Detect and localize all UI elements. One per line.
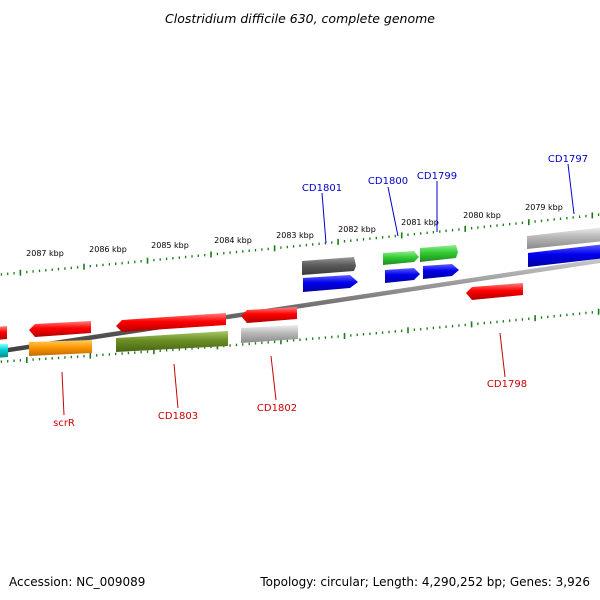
label-cd1798[interactable]: CD1798: [487, 379, 527, 390]
gene-cd1801-region[interactable]: [302, 257, 358, 292]
gene-cd1797[interactable]: [528, 244, 600, 267]
kbp-label-2079: 2079 kbp: [525, 203, 563, 212]
gene-cd1798[interactable]: [466, 283, 523, 300]
kbp-label-2081: 2081 kbp: [401, 218, 439, 227]
leader-cd1803: [173, 363, 179, 409]
gene-cd1799[interactable]: [423, 264, 459, 279]
leader-cd1801: [321, 192, 327, 244]
gene-cd1799-region[interactable]: [420, 245, 459, 279]
gene-box-orange[interactable]: [29, 340, 92, 356]
gene-cd1800-region[interactable]: [383, 251, 420, 283]
leader-cd1797: [567, 163, 575, 215]
label-cd1799[interactable]: CD1799: [417, 171, 457, 182]
kbp-label-2085: 2085 kbp: [151, 241, 189, 250]
gene-box-green-b[interactable]: [420, 245, 458, 262]
gene-cd1802[interactable]: [241, 307, 297, 323]
gene-box-dark-gray[interactable]: [302, 257, 356, 275]
genome-summary-text: Topology: circular; Length: 4,290,252 bp…: [259, 575, 590, 589]
gene-cd1802-region[interactable]: [241, 307, 298, 343]
kbp-label-2080: 2080 kbp: [463, 211, 501, 220]
label-cd1802[interactable]: CD1802: [257, 403, 297, 414]
gene-cd1803-region[interactable]: [116, 313, 228, 352]
gene-cd1800[interactable]: [385, 268, 420, 283]
gene-box-light-gray-left[interactable]: [241, 325, 298, 343]
kbp-label-2083: 2083 kbp: [276, 231, 314, 240]
map-title: Clostridium difficile 630, complete geno…: [165, 11, 435, 26]
gene-cd1801[interactable]: [303, 275, 358, 292]
leader-cd1798: [499, 332, 506, 378]
gene-cd1803[interactable]: [116, 313, 226, 332]
label-cd1797[interactable]: CD1797: [548, 154, 588, 165]
gene-box-olive[interactable]: [116, 331, 228, 352]
label-scrr[interactable]: scrR: [53, 418, 75, 429]
gene-scrr[interactable]: [29, 321, 91, 337]
gene-scrr-region[interactable]: [29, 321, 92, 356]
gene-box-green-a[interactable]: [383, 251, 419, 265]
label-cd1803[interactable]: CD1803: [158, 411, 198, 422]
gene-box-red-edge[interactable]: [0, 326, 7, 340]
gene-edge-region[interactable]: [0, 326, 8, 358]
accession-text: Accession: NC_009089: [9, 575, 145, 589]
genome-backbone: [0, 258, 600, 354]
kbp-label-2082: 2082 kbp: [338, 225, 376, 234]
label-cd1801[interactable]: CD1801: [302, 183, 342, 194]
label-cd1800[interactable]: CD1800: [368, 176, 408, 187]
leader-scrr: [61, 371, 65, 416]
leader-cd1800: [387, 186, 399, 237]
gene-cd1798-region[interactable]: [466, 283, 523, 300]
kbp-label-2086: 2086 kbp: [89, 245, 127, 254]
gene-cd1797-region[interactable]: [527, 227, 600, 267]
gene-box-cyan-edge[interactable]: [0, 344, 8, 358]
kbp-label-2084: 2084 kbp: [214, 236, 252, 245]
scale-ticks-upper: [0, 212, 600, 276]
kbp-label-2087: 2087 kbp: [26, 249, 64, 258]
leader-cd1802: [270, 355, 277, 401]
gene-box-light-gray-right[interactable]: [527, 227, 600, 249]
